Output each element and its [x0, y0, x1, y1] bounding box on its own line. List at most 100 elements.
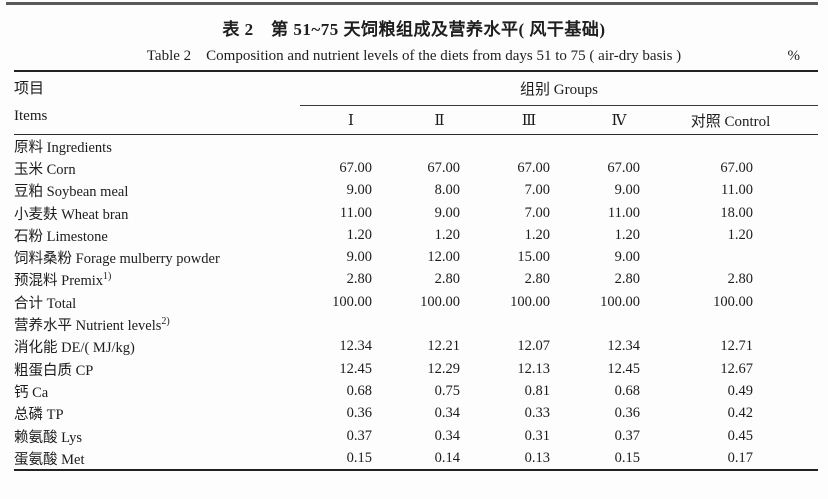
row-label: 饲料桑粉 Forage mulberry powder — [14, 251, 220, 268]
table-row: 赖氨酸 Lys 0.37 0.34 0.31 0.37 0.45 — [14, 425, 818, 447]
cell-value: 2.80 — [524, 271, 550, 288]
cell-value: 0.15 — [300, 447, 388, 472]
cell-value: 0.31 — [524, 427, 550, 444]
cell-value — [657, 246, 818, 268]
table-row: 钙 Ca 0.68 0.75 0.81 0.68 0.49 — [14, 380, 818, 402]
cell-value: 0.36 — [614, 405, 640, 422]
cell-value: 12.71 — [720, 338, 754, 355]
table-row: 粗蛋白质 CP 12.45 12.29 12.13 12.45 12.67 — [14, 358, 818, 380]
table-row: 合计 Total 100.00 100.00 100.00 100.00 100… — [14, 291, 818, 313]
page-top-rule — [6, 2, 818, 5]
cell-value: 67.00 — [607, 159, 640, 176]
column-header-2: Ⅱ — [388, 105, 477, 135]
items-header-zh: 项目 — [14, 81, 45, 97]
cell-value: 100.00 — [510, 293, 550, 310]
header-row-columns: Ⅰ Ⅱ Ⅲ Ⅳ 对照 Control — [14, 105, 819, 135]
cell-value — [300, 135, 388, 158]
row-label: 石粉 Limestone — [14, 228, 108, 245]
cell-value: 1.20 — [727, 226, 754, 243]
row-label: 赖氨酸 Lys — [14, 429, 83, 446]
row-label: 钙 Ca — [14, 384, 49, 401]
cell-value: 0.17 — [657, 447, 819, 472]
cell-value — [477, 135, 567, 158]
row-label: 总磷 TP — [14, 407, 64, 424]
cell-value — [567, 135, 657, 158]
row-label: 消化能 DE/( MJ/kg) — [14, 340, 135, 357]
column-header-3: Ⅲ — [477, 105, 567, 135]
cell-value: 0.68 — [346, 382, 372, 399]
cell-value: 12.45 — [607, 360, 640, 377]
diet-composition-table: 项目 Items 组别 Groups Ⅰ Ⅱ Ⅲ Ⅳ 对照 Control 原料… — [14, 70, 819, 472]
cell-value: 0.68 — [614, 382, 640, 399]
cell-value: 12.34 — [607, 338, 640, 355]
cell-value: 12.21 — [427, 338, 460, 355]
row-label: 合计 Total — [14, 295, 77, 312]
table-row: 小麦麸 Wheat bran 11.00 9.00 7.00 11.00 18.… — [14, 202, 818, 224]
table-row: 预混料 Premix1) 2.80 2.80 2.80 2.80 2.80 — [14, 269, 818, 291]
row-label: 豆粕 Soybean meal — [14, 184, 129, 201]
table-row: 原料 Ingredients — [14, 135, 818, 158]
cell-value: 12.00 — [427, 249, 460, 266]
row-label: 预混料 Premix1) — [14, 271, 112, 290]
cell-value: 1.20 — [346, 226, 372, 243]
cell-value: 0.75 — [434, 382, 460, 399]
cell-value: 2.80 — [434, 271, 460, 288]
cell-value: 9.00 — [614, 182, 640, 199]
unit-label: % — [787, 48, 801, 64]
cell-value: 0.45 — [727, 427, 754, 444]
cell-value: 67.00 — [339, 159, 372, 176]
cell-value: 100.00 — [713, 293, 754, 310]
cell-value: 11.00 — [607, 204, 640, 221]
table-row: 玉米 Corn 67.00 67.00 67.00 67.00 67.00 — [14, 157, 818, 179]
table-subtitle-row: Table 2 Composition and nutrient levels … — [14, 46, 814, 66]
cell-value: 12.29 — [427, 360, 460, 377]
cell-value: 0.42 — [727, 405, 754, 422]
cell-value: 67.00 — [517, 159, 550, 176]
cell-value: 0.14 — [388, 447, 477, 472]
cell-value: 0.37 — [346, 427, 372, 444]
cell-value: 2.80 — [614, 271, 640, 288]
cell-value: 9.00 — [614, 249, 640, 266]
cell-value — [657, 135, 818, 158]
items-header-cell: 项目 Items — [14, 71, 300, 135]
cell-value: 67.00 — [427, 159, 460, 176]
table-row: 总磷 TP 0.36 0.34 0.33 0.36 0.42 — [14, 403, 818, 425]
cell-value: 2.80 — [727, 271, 754, 288]
cell-value: 0.13 — [477, 447, 567, 472]
cell-value: 12.07 — [517, 338, 550, 355]
cell-value: 9.00 — [434, 204, 460, 221]
cell-value: 8.00 — [434, 182, 460, 199]
cell-value: 100.00 — [420, 293, 460, 310]
table-row: 蛋氨酸 Met 0.15 0.14 0.13 0.15 0.17 — [14, 447, 819, 472]
cell-value: 9.00 — [346, 182, 372, 199]
row-label: 营养水平 Nutrient levels2) — [14, 316, 170, 335]
cell-value: 12.34 — [339, 338, 372, 355]
row-label: 蛋氨酸 Met — [14, 447, 300, 472]
cell-value — [388, 313, 477, 335]
cell-value: 12.67 — [720, 360, 754, 377]
cell-value: 0.33 — [524, 405, 550, 422]
cell-value — [388, 135, 477, 158]
cell-value — [657, 313, 818, 335]
cell-value: 9.00 — [346, 249, 372, 266]
cell-value: 12.45 — [339, 360, 372, 377]
column-header-control: 对照 Control — [657, 105, 819, 135]
table-title-zh: 表 2 第 51~75 天饲粮组成及营养水平( 风干基础) — [222, 20, 606, 39]
column-header-1: Ⅰ — [300, 105, 388, 135]
cell-value: 100.00 — [332, 293, 372, 310]
items-header-en: Items — [14, 108, 48, 124]
cell-value: 7.00 — [524, 204, 550, 221]
row-label: 小麦麸 Wheat bran — [14, 206, 129, 223]
cell-value: 11.00 — [339, 204, 372, 221]
cell-value: 11.00 — [720, 182, 754, 199]
cell-value — [477, 313, 567, 335]
row-label: 粗蛋白质 CP — [14, 362, 94, 379]
table-row: 饲料桑粉 Forage mulberry powder 9.00 12.00 1… — [14, 246, 818, 268]
cell-value: 18.00 — [720, 204, 754, 221]
cell-value: 1.20 — [524, 226, 550, 243]
cell-value: 0.81 — [524, 382, 550, 399]
cell-value: 7.00 — [524, 182, 550, 199]
row-label-sup: 2) — [161, 316, 170, 328]
cell-value: 67.00 — [720, 159, 754, 176]
